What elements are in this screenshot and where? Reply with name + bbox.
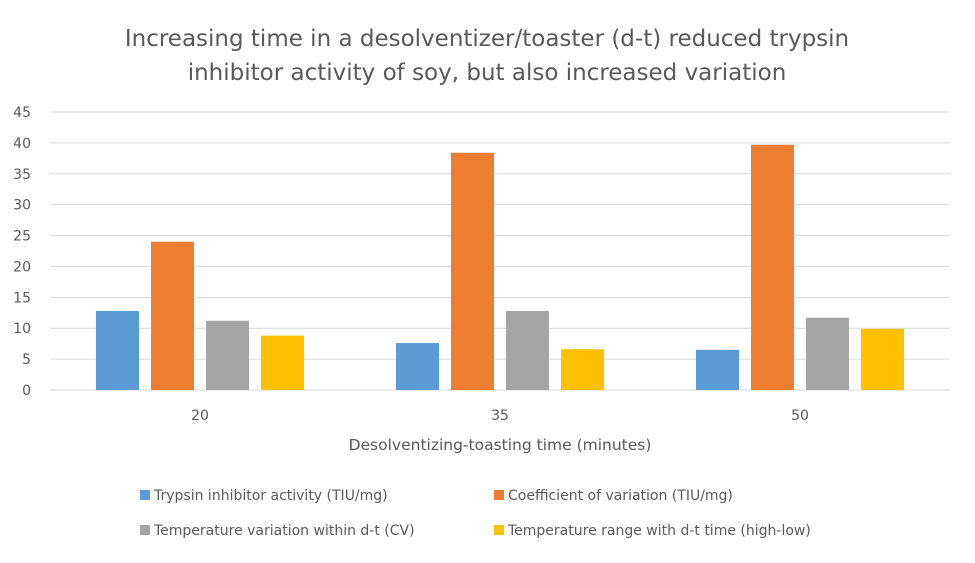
legend-label: Temperature variation within d-t (CV) xyxy=(153,523,415,539)
chart-title: Increasing time in a desolventizer/toast… xyxy=(125,26,849,86)
legend-swatch xyxy=(494,490,504,500)
y-tick-label: 25 xyxy=(13,229,31,245)
x-tick-label: 50 xyxy=(791,408,809,424)
legend-item: Trypsin inhibitor activity (TIU/mg) xyxy=(140,488,388,504)
bar-50-series-2 xyxy=(751,144,794,390)
y-tick-label: 40 xyxy=(13,136,31,152)
legend-swatch xyxy=(494,525,504,535)
legend-label: Temperature range with d-t time (high-lo… xyxy=(507,523,811,539)
legend-label: Trypsin inhibitor activity (TIU/mg) xyxy=(153,488,388,504)
y-tick-label: 20 xyxy=(13,259,31,275)
bar-20-series-4 xyxy=(261,335,304,390)
legend-swatch xyxy=(140,525,150,535)
bar-20-series-3 xyxy=(206,320,249,390)
bar-35-series-1 xyxy=(396,343,439,390)
y-tick-label: 35 xyxy=(13,167,31,183)
bar-20-series-1 xyxy=(96,310,139,390)
y-tick-label: 0 xyxy=(22,383,31,399)
legend-item: Temperature variation within d-t (CV) xyxy=(140,523,415,539)
bar-35-series-2 xyxy=(451,152,494,390)
x-tick-label: 20 xyxy=(191,408,209,424)
chart-title-line-2: inhibitor activity of soy, but also incr… xyxy=(188,60,787,86)
bars xyxy=(96,144,904,390)
bar-35-series-4 xyxy=(561,349,604,390)
y-axis-ticks: 0 5 10 15 20 25 30 35 40 45 xyxy=(13,105,31,399)
bar-20-series-2 xyxy=(151,241,194,390)
legend-item: Temperature range with d-t time (high-lo… xyxy=(494,523,811,539)
x-axis-label: Desolventizing-toasting time (minutes) xyxy=(349,436,652,454)
x-tick-label: 35 xyxy=(491,408,509,424)
y-tick-label: 45 xyxy=(13,105,31,121)
y-tick-label: 5 xyxy=(22,352,31,368)
x-axis-ticks: 20 35 50 xyxy=(191,408,809,424)
chart-title-line-1: Increasing time in a desolventizer/toast… xyxy=(125,26,849,52)
legend-label: Coefficient of variation (TIU/mg) xyxy=(508,488,733,504)
bar-50-series-3 xyxy=(806,317,849,390)
y-tick-label: 15 xyxy=(13,290,31,306)
legend-swatch xyxy=(140,490,150,500)
bar-50-series-1 xyxy=(696,349,739,390)
y-tick-label: 30 xyxy=(13,198,31,214)
legend: Trypsin inhibitor activity (TIU/mg) Coeff… xyxy=(140,488,811,539)
bar-50-series-4 xyxy=(861,328,904,390)
gridlines xyxy=(50,111,950,391)
legend-item: Coefficient of variation (TIU/mg) xyxy=(494,488,733,504)
y-tick-label: 10 xyxy=(13,321,31,337)
bar-35-series-3 xyxy=(506,310,549,390)
